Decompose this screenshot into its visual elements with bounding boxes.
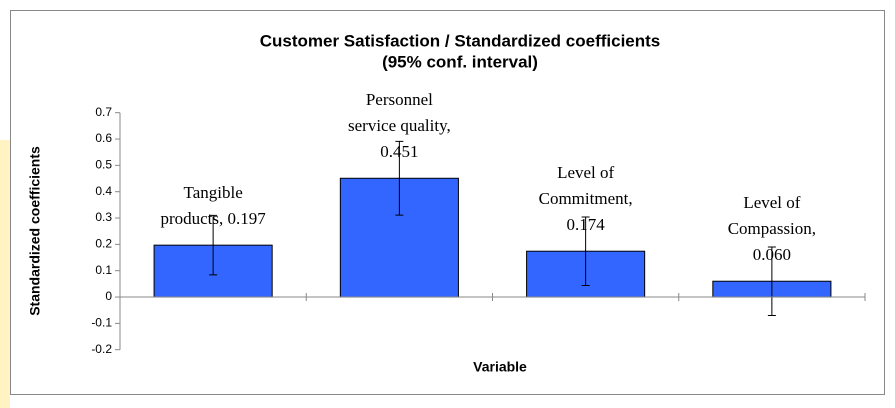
data-label: service quality,: [348, 116, 451, 135]
data-label: 0.451: [380, 142, 418, 161]
y-tick-label: 0.2: [95, 237, 112, 251]
chart-title: (95% conf. interval): [382, 52, 538, 71]
data-label: Commitment,: [539, 189, 633, 208]
y-tick-label: 0.5: [95, 158, 112, 172]
error-bar: [209, 214, 218, 276]
y-tick-label: 0.4: [95, 184, 112, 198]
y-axis-label: Standardized coefficients: [27, 146, 43, 316]
data-label: Tangible: [184, 183, 243, 202]
error-bar: [581, 216, 590, 286]
error-bar: [395, 140, 404, 216]
y-tick-label: 0.7: [95, 105, 112, 119]
data-label: Level of: [743, 193, 800, 212]
y-tick-label: 0.6: [95, 131, 112, 145]
data-label: products, 0.197: [160, 209, 266, 228]
y-tick-label: -0.2: [91, 342, 112, 356]
data-label: 0.060: [753, 245, 791, 264]
chart-title: Customer Satisfaction / Standardized coe…: [260, 31, 661, 50]
y-tick-label: 0.1: [95, 263, 112, 277]
x-axis-label: Variable: [473, 359, 527, 375]
background-strip: [0, 140, 10, 408]
data-label: Level of: [557, 163, 614, 182]
data-label: Personnel: [366, 90, 433, 109]
data-label: Compassion,: [728, 219, 816, 238]
y-tick-label: 0: [105, 289, 112, 303]
y-tick-label: 0.3: [95, 210, 112, 224]
data-label: 0.174: [567, 215, 606, 234]
error-bar: [767, 246, 776, 316]
y-tick-label: -0.1: [91, 316, 112, 330]
